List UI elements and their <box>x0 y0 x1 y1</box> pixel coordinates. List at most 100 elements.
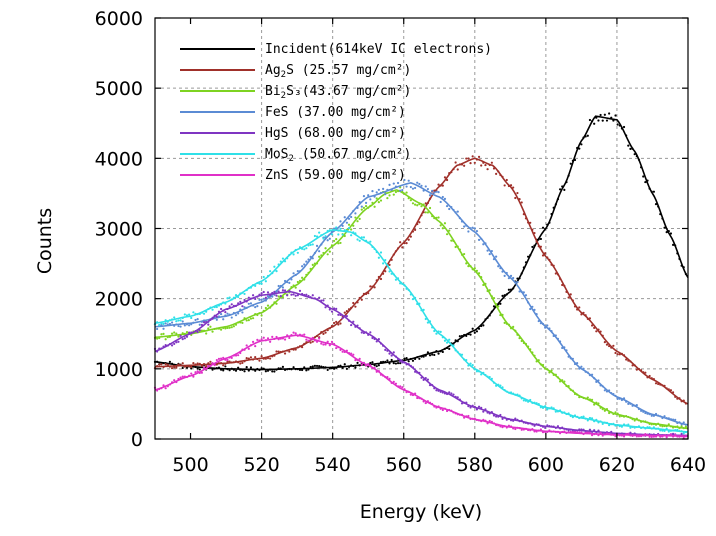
data-point <box>524 294 528 297</box>
data-point <box>405 185 408 188</box>
data-point <box>546 324 549 327</box>
data-point <box>490 161 493 164</box>
data-point <box>473 161 476 164</box>
data-point <box>241 361 244 364</box>
data-point <box>322 332 325 335</box>
data-point <box>251 317 255 320</box>
data-point <box>273 290 276 293</box>
data-point <box>431 189 434 192</box>
data-point <box>230 356 233 360</box>
data-point <box>428 206 432 210</box>
data-point <box>360 363 363 366</box>
data-point <box>328 250 331 253</box>
data-point <box>465 157 468 160</box>
data-point <box>364 201 368 204</box>
data-point <box>396 181 400 185</box>
data-point <box>198 323 201 326</box>
data-point <box>211 330 214 333</box>
data-point <box>243 298 246 302</box>
data-point <box>364 204 368 208</box>
legend: Incident(614keV IC electrons)Ag2S (25.57… <box>180 42 492 183</box>
data-point <box>247 302 250 305</box>
data-point <box>350 215 353 219</box>
data-point <box>177 335 180 338</box>
data-point <box>407 179 410 182</box>
data-point <box>409 393 412 396</box>
data-point <box>275 270 278 273</box>
data-point <box>347 217 351 220</box>
data-point <box>324 306 327 309</box>
data-point <box>209 360 212 363</box>
data-point <box>554 410 557 413</box>
data-point <box>514 417 517 420</box>
data-point <box>173 331 176 334</box>
data-point <box>454 245 457 249</box>
data-point <box>411 359 415 362</box>
data-point <box>343 216 346 219</box>
data-point <box>294 332 297 335</box>
data-point <box>384 270 387 273</box>
data-point <box>443 197 447 200</box>
data-point <box>409 185 412 189</box>
data-point <box>644 180 647 184</box>
data-point <box>463 252 466 256</box>
data-point <box>190 316 193 320</box>
data-point <box>177 324 180 328</box>
data-point <box>467 230 470 233</box>
legend-label-main: FeS (37.00 mg/cm²) <box>265 105 406 120</box>
data-point <box>160 363 163 366</box>
data-point <box>318 250 321 253</box>
x-tick-label: 600 <box>528 454 564 476</box>
data-point <box>243 292 246 296</box>
data-point <box>296 251 299 254</box>
data-point <box>237 354 240 357</box>
data-point <box>667 430 670 433</box>
data-point <box>409 199 412 202</box>
data-point <box>650 414 653 417</box>
data-point <box>311 243 314 246</box>
data-point <box>181 362 184 365</box>
data-point <box>305 247 308 250</box>
data-point <box>441 184 444 187</box>
series-1 <box>153 155 689 405</box>
data-point <box>332 239 336 243</box>
data-point <box>384 193 387 196</box>
data-point <box>296 270 299 273</box>
data-point <box>590 324 594 327</box>
data-point <box>264 280 267 283</box>
data-point <box>394 362 398 365</box>
data-point <box>226 312 229 315</box>
data-point <box>475 230 479 233</box>
data-point <box>392 351 395 354</box>
data-point <box>514 196 517 200</box>
data-point <box>234 294 238 297</box>
data-point <box>164 322 167 325</box>
data-point <box>271 370 274 373</box>
data-point <box>616 397 619 400</box>
series-5 <box>153 226 689 435</box>
data-point <box>207 327 210 330</box>
data-point <box>202 321 206 324</box>
data-point <box>541 226 545 229</box>
data-point <box>313 234 316 238</box>
data-point <box>580 365 583 368</box>
data-point <box>281 257 285 260</box>
data-point <box>418 182 421 186</box>
data-point <box>554 272 557 275</box>
data-point <box>539 237 542 241</box>
data-point <box>183 324 186 327</box>
data-point <box>179 334 182 337</box>
data-point <box>249 356 253 359</box>
data-point <box>228 305 231 308</box>
data-point <box>211 308 214 311</box>
data-point <box>175 320 178 323</box>
data-point <box>335 307 338 310</box>
data-point <box>341 233 344 236</box>
data-point <box>251 340 255 343</box>
data-point <box>467 414 470 418</box>
data-point <box>251 294 255 297</box>
data-point <box>179 376 182 379</box>
data-point <box>509 274 513 277</box>
legend-label: FeS (37.00 mg/cm²) <box>265 105 406 120</box>
